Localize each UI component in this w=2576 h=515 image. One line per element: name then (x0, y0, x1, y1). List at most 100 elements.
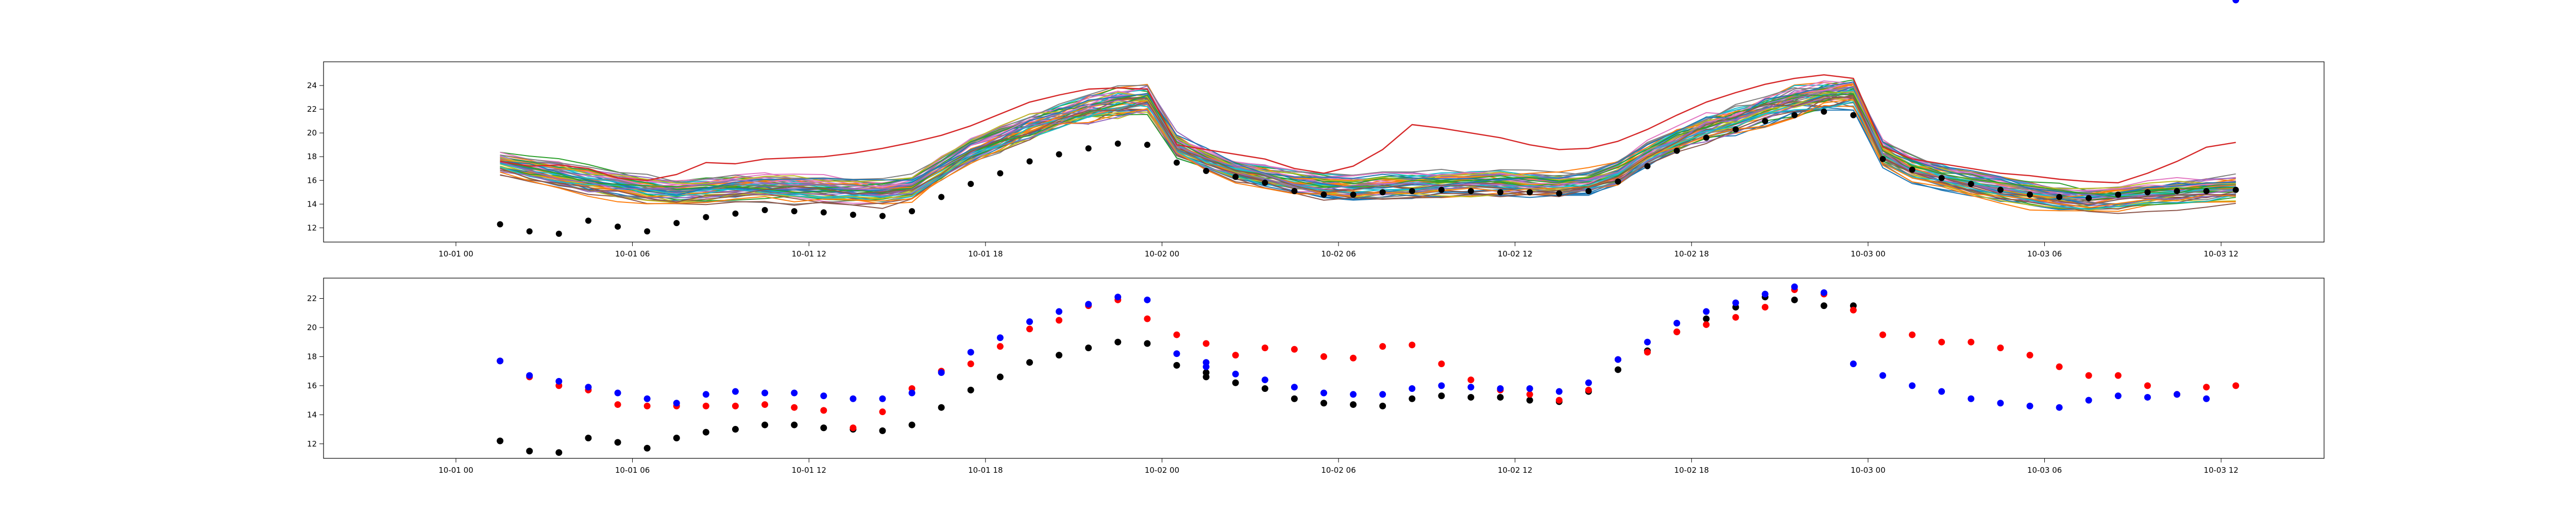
forecast-A-point (1232, 352, 1239, 359)
forecast-B-point (673, 400, 680, 407)
forecast-B-point (1850, 360, 1857, 368)
forecast-B-point (1673, 320, 1681, 327)
forecast-B-point (820, 392, 827, 400)
observed-point (1762, 118, 1769, 125)
bottom-scatter-chart: 10-01 00 10-01 06 10-01 12 10-01 18 10-02 00… (307, 0, 2325, 475)
observed-point (1350, 401, 1357, 408)
observed-point (879, 213, 886, 219)
forecast-B-point (791, 389, 798, 397)
observed-point (1644, 163, 1651, 169)
observed-point (1085, 344, 1092, 351)
forecast-B-point (1026, 318, 1033, 325)
top-x-tick-label: 10-01 06 (615, 249, 650, 259)
bottom-y-tick-label: 14 (307, 410, 317, 419)
highlight-member-line (500, 74, 2236, 184)
forecast-B-point (1644, 338, 1651, 346)
observed-point (1438, 392, 1445, 400)
bottom-x-tick-label: 10-01 00 (438, 466, 473, 475)
top-x-axis: 10-01 00 10-01 06 10-01 12 10-01 18 10-02 00… (438, 242, 2239, 259)
forecast-A-point (702, 402, 709, 409)
forecast-B-point (1409, 385, 1416, 392)
forecast-A-point (1202, 340, 1210, 347)
observed-point (1703, 315, 1710, 322)
top-x-tick-label: 10-03 00 (1851, 249, 1885, 259)
bottom-y-tick-label: 20 (307, 323, 317, 332)
forecast-A-point (1467, 376, 1475, 384)
forecast-B-point (1379, 391, 1386, 398)
forecast-A-point (1173, 331, 1180, 338)
bottom-x-tick-label: 10-03 12 (2204, 466, 2238, 475)
observed-point (1615, 366, 1622, 373)
forecast-A-point (879, 408, 886, 416)
observed-point (997, 170, 1004, 177)
observed-point (1467, 393, 1475, 401)
forecast-A-point (2144, 382, 2151, 389)
bottom-x-tick-label: 10-02 12 (1498, 466, 1532, 475)
forecast-B-point (1438, 382, 1445, 389)
bottom-y-tick-label: 16 (307, 381, 317, 390)
forecast-B-point (1968, 395, 1975, 402)
forecast-A-point (1909, 331, 1916, 338)
forecast-A-point (761, 401, 769, 408)
forecast-B-point (732, 388, 739, 395)
forecast-B-point (1056, 308, 1063, 315)
observed-point (1114, 140, 1121, 147)
observed-point (909, 208, 916, 215)
bottom-y-tick-label: 12 (307, 439, 317, 449)
top-y-tick-label: 16 (307, 176, 317, 185)
observed-point (1791, 296, 1798, 303)
forecast-A-point (1144, 315, 1151, 322)
observed-point (1114, 338, 1122, 346)
observed-point (1261, 385, 1268, 392)
observed-point (967, 386, 974, 393)
forecast-A-point (820, 407, 827, 414)
observed-point (555, 230, 562, 237)
observed-point (1291, 187, 1298, 194)
observed-point (2174, 187, 2180, 194)
observed-point (820, 424, 827, 432)
observed-point (1379, 402, 1386, 409)
observed-point (585, 434, 592, 441)
top-x-tick-label: 10-01 00 (438, 249, 473, 259)
observed-point (1850, 112, 1857, 118)
forecast-B-point (1173, 350, 1180, 357)
forecast-A-point (1320, 353, 1327, 360)
forecast-B-point (1350, 391, 1357, 398)
observed-point (2086, 195, 2092, 201)
bottom-x-tick-label: 10-01 18 (968, 466, 1003, 475)
forecast-B-point (2114, 392, 2122, 400)
observed-point (761, 421, 769, 428)
forecast-B-point (1879, 372, 1886, 379)
forecast-B-point (1085, 301, 1092, 308)
observed-point (1468, 187, 1475, 194)
observed-point (1909, 166, 1916, 173)
forecast-A-point (1379, 343, 1386, 350)
observed-point (1526, 397, 1533, 404)
forecast-B-point (2056, 404, 2063, 411)
forecast-A-point (614, 401, 621, 408)
observed-point (2203, 187, 2210, 194)
top-x-tick-label: 10-02 18 (1674, 249, 1709, 259)
bottom-x-tick-label: 10-01 06 (615, 466, 650, 475)
forecast-B-point (1791, 283, 1798, 290)
forecast-A-point (1703, 321, 1710, 328)
bottom-y-tick-label: 18 (307, 352, 317, 361)
forecast-B-point (967, 349, 974, 356)
forecast-B-point (1526, 385, 1533, 392)
forecast-B-point (1291, 384, 1298, 391)
forecast-A-point (732, 402, 739, 409)
observed-point (1203, 167, 1210, 174)
forecast-B-point (1320, 389, 1327, 397)
ensemble-member-line (500, 104, 2236, 207)
forecast-B-point (1615, 356, 1622, 363)
top-x-tick-label: 10-01 12 (791, 249, 826, 259)
observed-point (644, 228, 651, 235)
top-y-tick-label: 22 (307, 105, 317, 114)
forecast-B-point (614, 389, 621, 397)
observed-point (1262, 179, 1268, 186)
forecast-B-point (1909, 382, 1916, 389)
observed-point (2115, 191, 2122, 198)
ensemble-member-line (500, 96, 2236, 205)
forecast-B-point (908, 389, 916, 397)
observed-point (1144, 340, 1151, 347)
